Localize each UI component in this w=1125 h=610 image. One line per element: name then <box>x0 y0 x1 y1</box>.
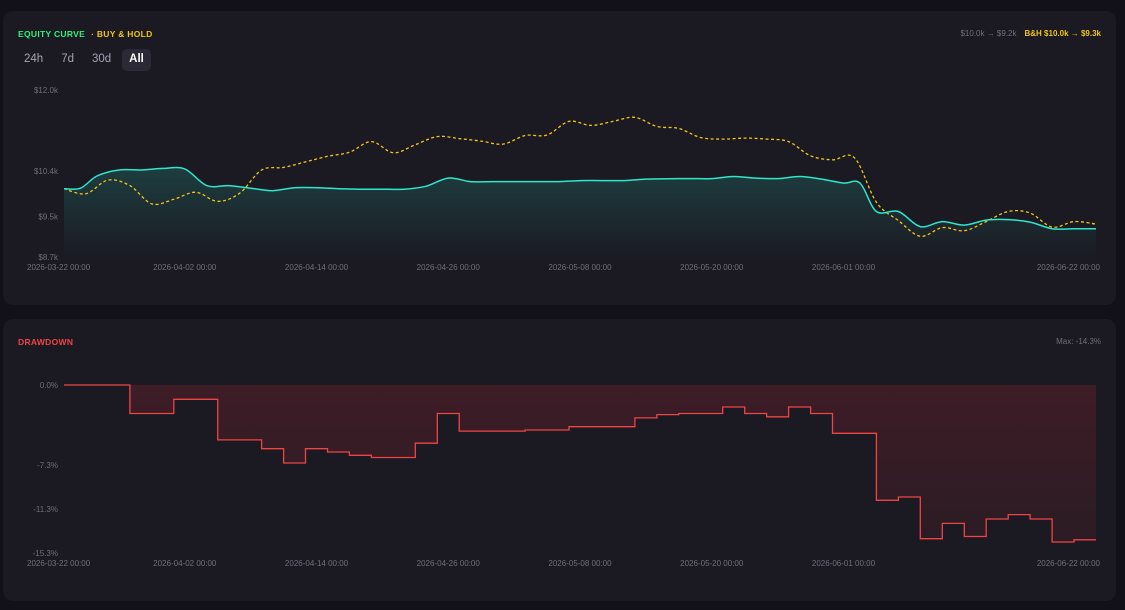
x-tick-label: 2026-05-20 00:00 <box>680 263 744 272</box>
x-tick-label: 2026-04-26 00:00 <box>417 263 481 272</box>
equity-chart: $12.0k $10.4k $9.5k $8.7k 2026-03-22 00:00 2… <box>27 86 1101 272</box>
drawdown-title: DRAWDOWN <box>18 337 74 347</box>
max-drawdown-stat: Max: -14.3% <box>1056 337 1101 346</box>
x-tick-label: 2026-06-22 00:00 <box>1037 559 1101 568</box>
buy-hold-line <box>63 116 1097 237</box>
drawdown-chart: 0.0% -7.3% -11.3% -15.3% 2026-03-22 00:00 20… <box>27 381 1101 568</box>
strategy-return-stat: $10.0k → $9.2k <box>960 29 1017 38</box>
x-tick-label: 2026-05-08 00:00 <box>548 263 612 272</box>
range-selector: 24h 7d 30d All <box>17 49 151 71</box>
equity-stats: $10.0k → $9.2k B&H $10.0k → $9.3k <box>960 29 1101 38</box>
y-tick-label: -7.3% <box>37 461 58 470</box>
x-tick-label: 2026-06-01 00:00 <box>812 263 876 272</box>
x-tick-label: 2026-04-14 00:00 <box>285 263 349 272</box>
equity-curve-label: EQUITY CURVE <box>18 29 86 39</box>
buy-hold-label: · BUY & HOLD <box>91 29 153 39</box>
x-tick-label: 2026-04-02 00:00 <box>153 263 217 272</box>
x-tick-label: 2026-06-01 00:00 <box>812 559 876 568</box>
range-button-24h[interactable]: 24h <box>24 53 44 65</box>
x-tick-label: 2026-03-22 00:00 <box>27 263 91 272</box>
y-tick-label: $12.0k <box>34 86 59 95</box>
equity-line <box>63 166 1096 230</box>
y-tick-label: -11.3% <box>33 505 58 514</box>
x-tick-label: 2026-03-22 00:00 <box>27 559 91 568</box>
equity-panel: EQUITY CURVE · BUY & HOLD $10.0k → $9.2k B… <box>3 11 1116 305</box>
bh-return-stat: B&H $10.0k → $9.3k <box>1024 29 1102 38</box>
equity-area-fill <box>64 167 1096 257</box>
x-tick-label: 2026-04-14 00:00 <box>285 559 349 568</box>
y-tick-label: $9.5k <box>38 213 59 222</box>
y-tick-label: -15.3% <box>33 549 58 558</box>
y-tick-label: $8.7k <box>38 253 59 262</box>
drawdown-panel: DRAWDOWN Max: -14.3% 0.0% -7.3% -11.3% -15.… <box>3 319 1116 601</box>
range-button-30d[interactable]: 30d <box>91 53 112 65</box>
x-tick-label: 2026-05-20 00:00 <box>680 559 744 568</box>
x-tick-label: 2026-05-08 00:00 <box>548 559 612 568</box>
y-tick-label: $10.4k <box>34 167 59 176</box>
drawdown-line <box>64 384 1096 543</box>
equity-title: EQUITY CURVE · BUY & HOLD <box>18 29 153 39</box>
x-tick-label: 2026-04-26 00:00 <box>417 559 481 568</box>
drawdown-area-fill <box>64 385 1096 542</box>
range-button-all[interactable]: All <box>122 49 151 71</box>
x-tick-label: 2026-06-22 00:00 <box>1037 263 1101 272</box>
range-button-7d[interactable]: 7d <box>61 53 74 65</box>
x-tick-label: 2026-04-02 00:00 <box>153 559 217 568</box>
y-tick-label: 0.0% <box>40 381 58 390</box>
